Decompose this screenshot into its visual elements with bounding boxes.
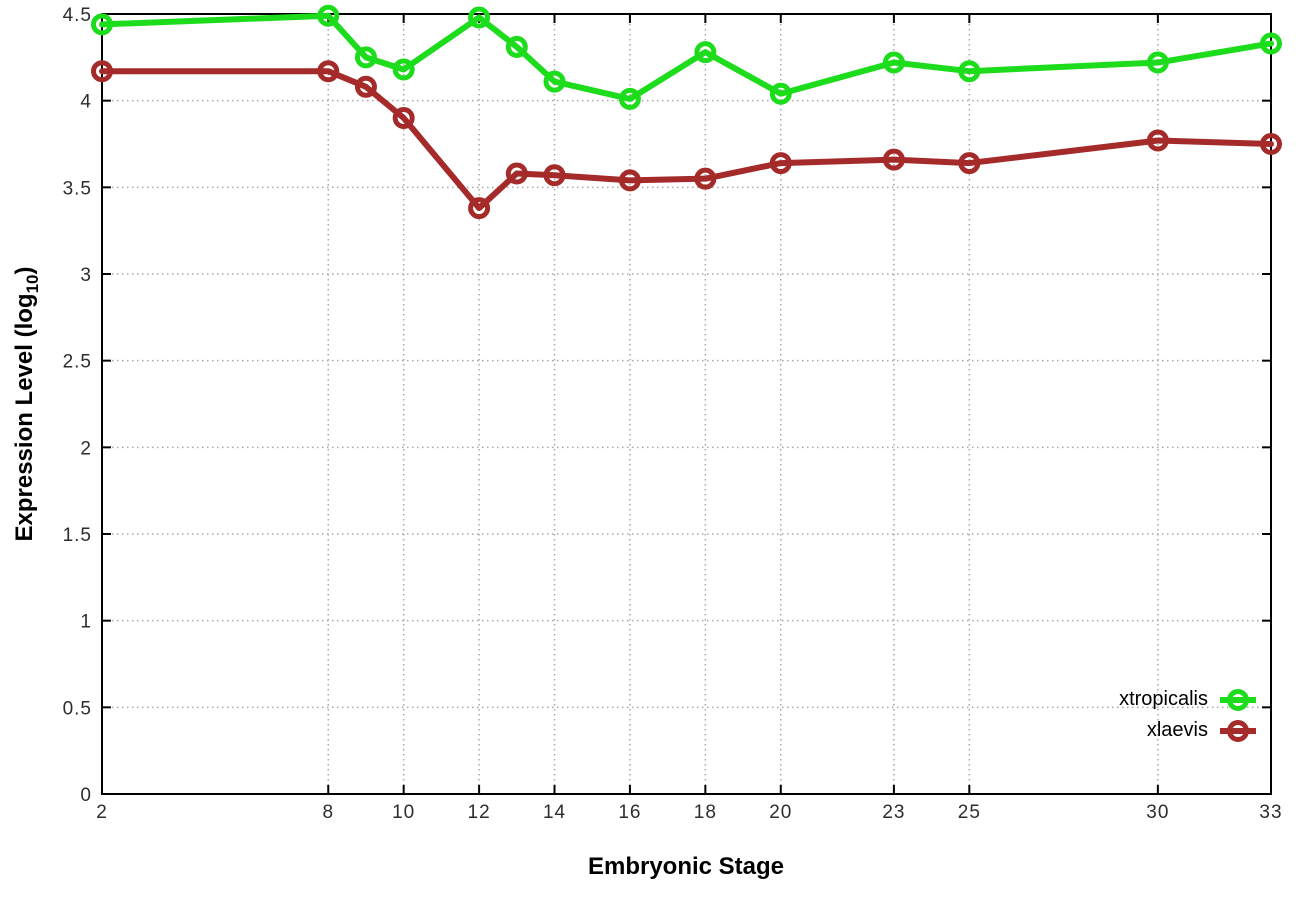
svg-text:0: 0 <box>80 785 92 806</box>
svg-text:4.5: 4.5 <box>63 5 92 26</box>
svg-text:0.5: 0.5 <box>63 698 92 719</box>
x-axis-title: Embryonic Stage <box>587 853 785 880</box>
svg-text:1: 1 <box>80 612 92 633</box>
y-axis-title-text: Expression Level (log <box>11 293 39 542</box>
svg-text:30: 30 <box>1146 802 1169 823</box>
svg-text:4: 4 <box>80 92 92 113</box>
svg-text:10: 10 <box>392 802 415 823</box>
legend-item-xtropicalis: xtropicalis <box>1119 684 1256 715</box>
svg-text:3: 3 <box>80 265 92 286</box>
svg-text:25: 25 <box>958 802 981 823</box>
svg-text:3.5: 3.5 <box>63 178 92 199</box>
svg-text:2: 2 <box>80 438 92 459</box>
open-circle-marker-icon <box>1227 719 1249 742</box>
svg-text:14: 14 <box>543 802 566 823</box>
y-axis-title-subscript: 10 <box>22 274 42 294</box>
svg-text:20: 20 <box>769 802 792 823</box>
x-tick-labels: 2 8 10 12 14 16 18 20 23 25 30 33 <box>96 802 1282 823</box>
svg-text:18: 18 <box>694 802 717 823</box>
series-xtropicalis <box>91 4 1282 110</box>
svg-text:33: 33 <box>1259 802 1282 823</box>
svg-text:1.5: 1.5 <box>63 525 92 546</box>
legend-label-xtropicalis: xtropicalis <box>1119 688 1208 710</box>
xtropicalis-marker-swatch <box>1220 688 1256 712</box>
legend-item-xlaevis: xlaevis <box>1119 715 1256 746</box>
y-axis-title-suffix: ) <box>11 266 39 275</box>
open-circle-marker-icon <box>1227 688 1249 711</box>
legend: xtropicalis xlaevis <box>1119 684 1256 746</box>
svg-text:12: 12 <box>468 802 491 823</box>
svg-text:2: 2 <box>96 802 108 823</box>
plot-border <box>101 13 1272 795</box>
svg-text:2.5: 2.5 <box>63 352 92 373</box>
y-tick-labels: 0 0.5 1 1.5 2 2.5 3 3.5 4 4.5 <box>63 5 92 806</box>
tick-marks <box>101 13 1272 795</box>
y-axis-title: Expression Level (log10) <box>11 267 43 542</box>
xlaevis-marker-swatch <box>1220 719 1256 743</box>
svg-text:23: 23 <box>882 802 905 823</box>
legend-label-xlaevis: xlaevis <box>1146 719 1208 741</box>
svg-text:16: 16 <box>618 802 641 823</box>
gridlines <box>102 14 1271 794</box>
svg-text:8: 8 <box>322 802 334 823</box>
series-xlaevis <box>91 60 1282 220</box>
